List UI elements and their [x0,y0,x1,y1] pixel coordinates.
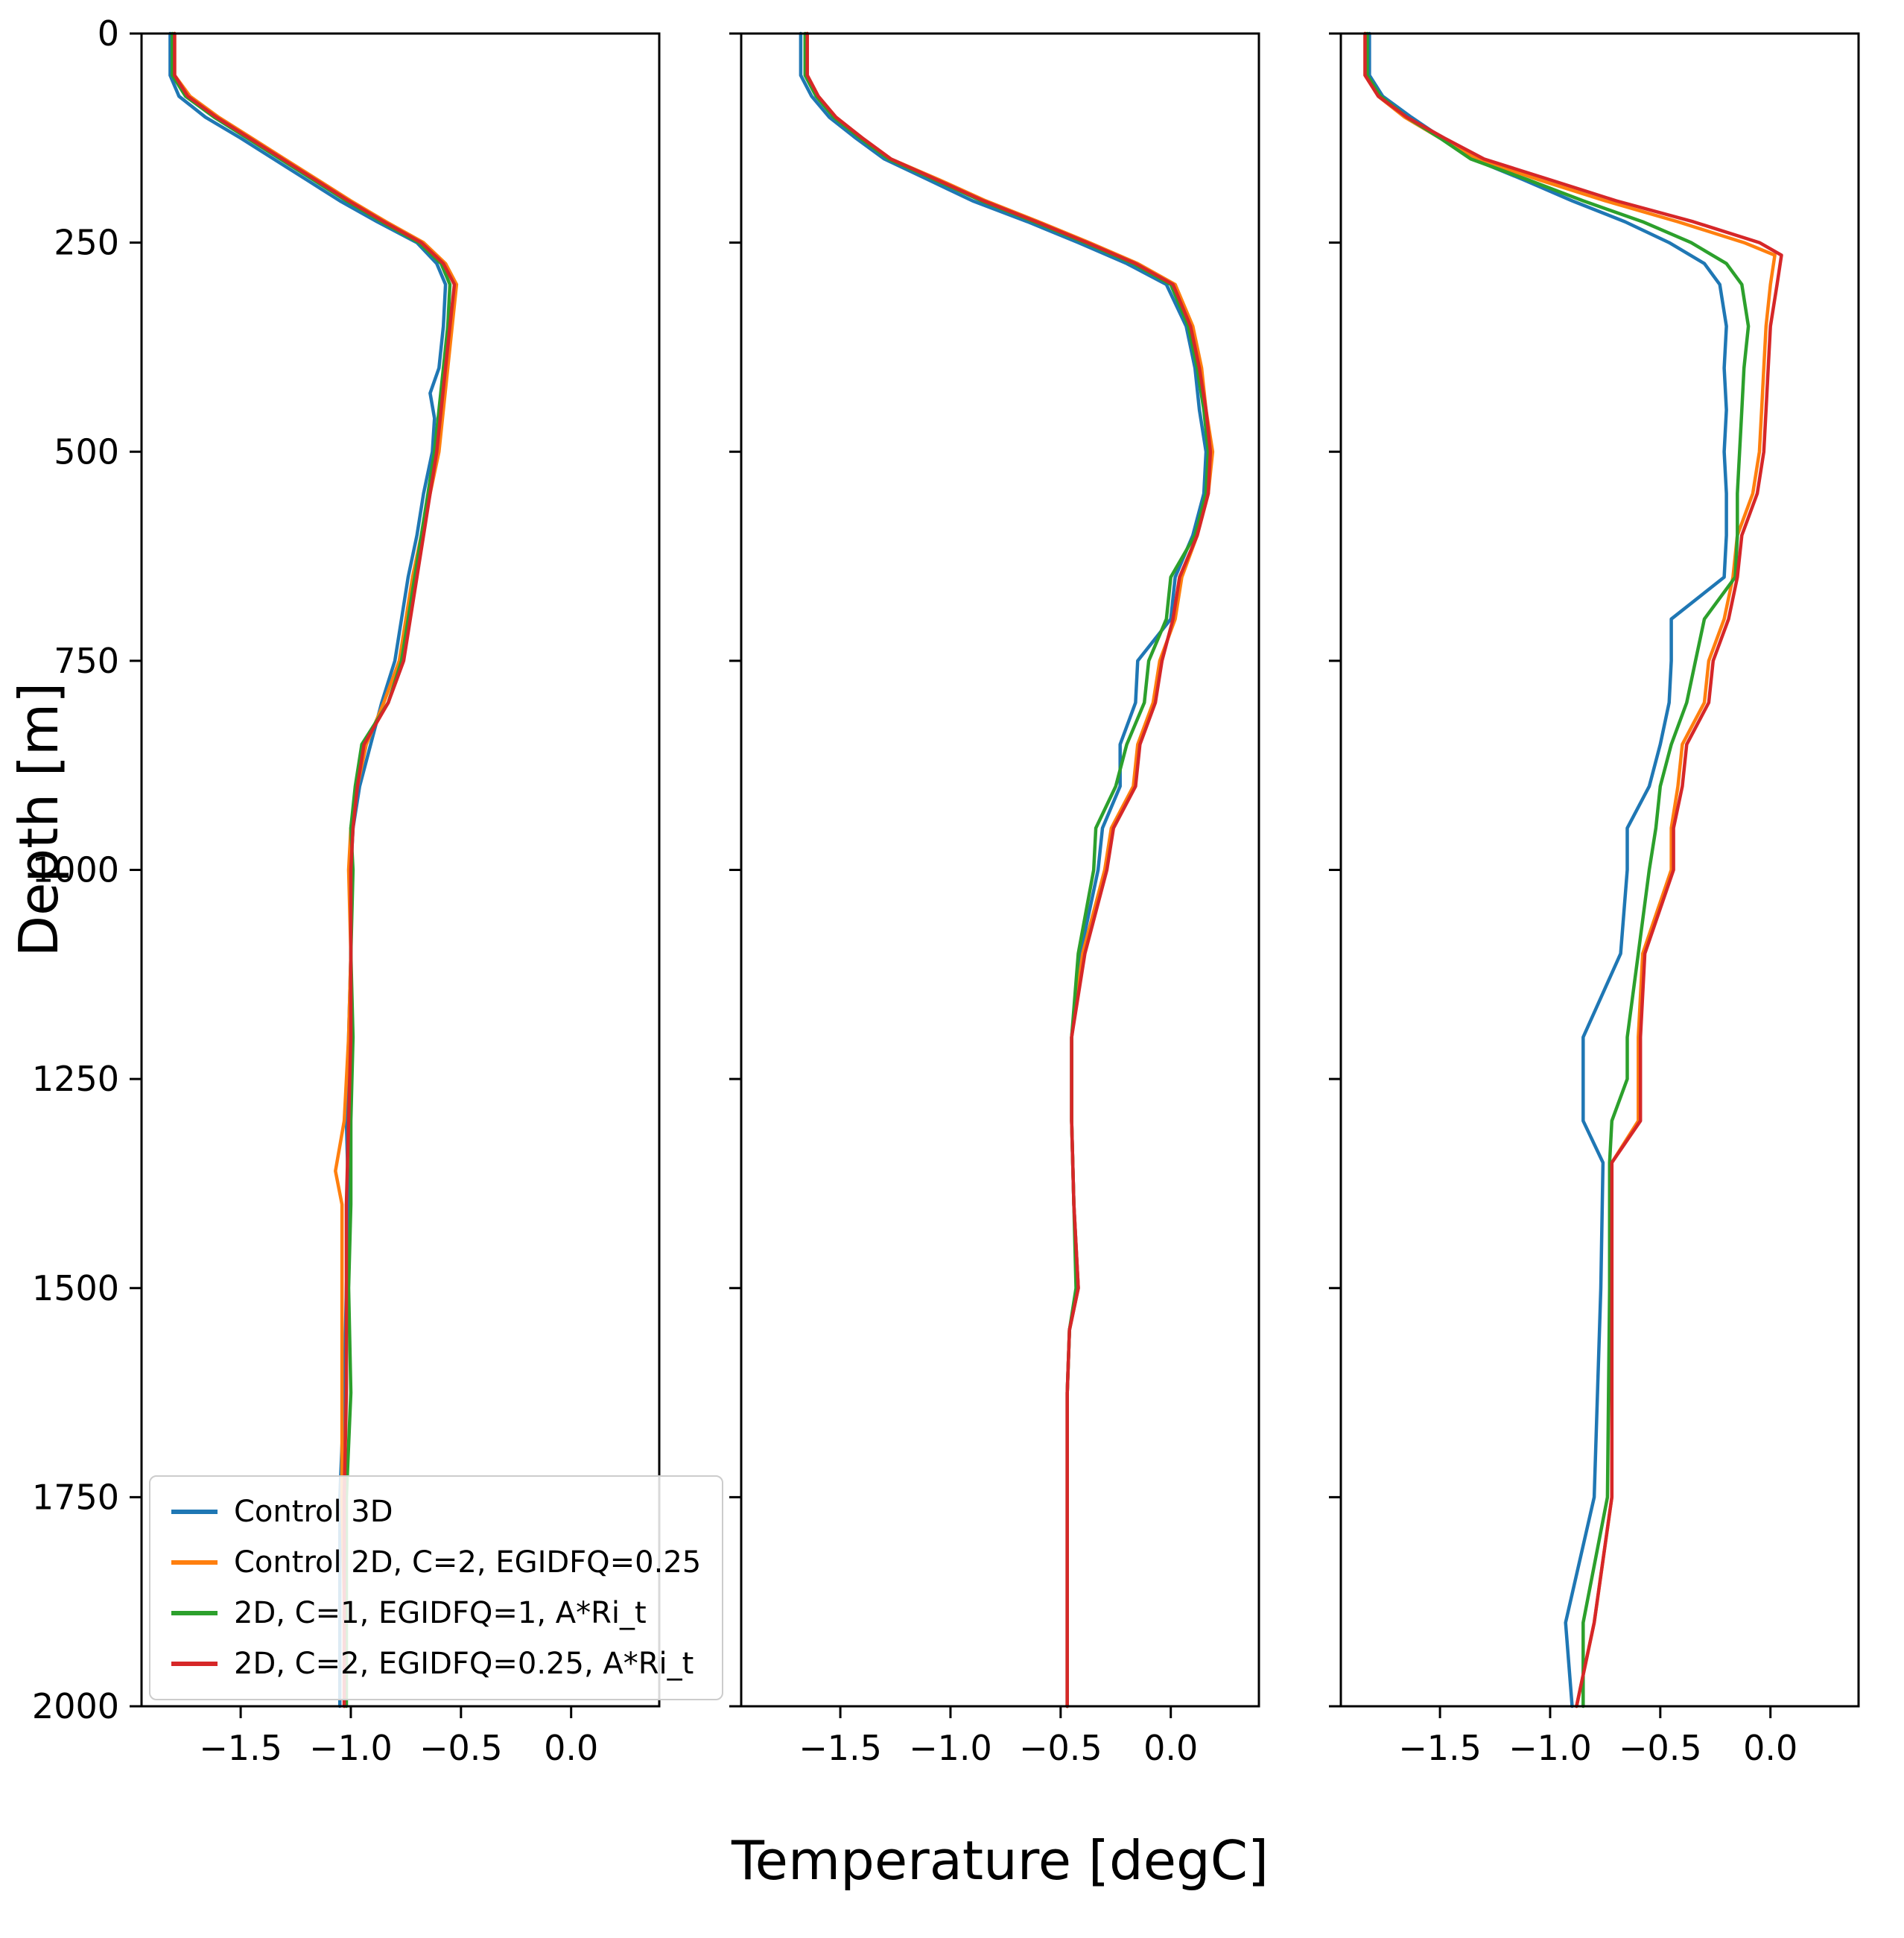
x-tick-label: 0.0 [544,1728,598,1768]
legend-entry: 2D, C=2, EGIDFQ=0.25, A*Ri_t [171,1647,701,1681]
subplot-right: −1.5 −1.0 −0.5 0.0 [1329,31,1860,1768]
x-axis-label: Temperature [degC] [731,1829,1269,1892]
legend: Control 3D Control 2D, C=2, EGIDFQ=0.25 … [149,1475,724,1700]
x-tick-label: −1.0 [1508,1728,1592,1768]
x-tick-label: −1.5 [199,1728,282,1768]
legend-line-swatch [171,1560,218,1565]
legend-entry: Control 2D, C=2, EGIDFQ=0.25 [171,1545,701,1580]
axes-frame [740,32,1260,1708]
axes-frame [1339,32,1860,1708]
y-tick-label: 1250 [32,1059,119,1099]
legend-entry-label: Control 3D [234,1495,393,1529]
y-tick-label: 500 [54,431,119,472]
x-tick-label: −0.5 [1619,1728,1702,1768]
y-tick-label: 250 [54,223,119,263]
legend-line-swatch [171,1611,218,1615]
subplot-left: Control 3D Control 2D, C=2, EGIDFQ=0.25 … [32,13,724,1768]
axes-frame [140,32,661,1708]
series-line [173,31,459,1709]
x-tick-label: 0.0 [1143,1728,1198,1768]
series-line [803,31,1210,1709]
plot-area: −1.5 −1.0 −0.5 0.0 0 250 500 750 1000 1250 1500 175… [32,13,661,1768]
legend-line-swatch [171,1662,218,1666]
series-line [171,31,452,1709]
series-line [1365,31,1751,1709]
legend-entry: 2D, C=1, EGIDFQ=1, A*Ri_t [171,1596,701,1630]
plot-area: −1.5 −1.0 −0.5 0.0 [729,31,1260,1768]
y-tick-label: 1750 [32,1477,119,1517]
y-tick-label: 750 [54,641,119,681]
x-tick-label: −0.5 [419,1728,503,1768]
legend-entry: Control 3D [171,1495,701,1529]
legend-line-swatch [171,1510,218,1514]
series-line [1363,31,1783,1709]
legend-entry-label: 2D, C=1, EGIDFQ=1, A*Ri_t [234,1596,647,1630]
x-tick-label: −0.5 [1019,1728,1102,1768]
series-line [173,31,457,1709]
y-tick-label: 1500 [32,1268,119,1308]
series-line [168,31,448,1709]
y-tick-label: 1000 [32,850,119,890]
series-line [1363,31,1777,1709]
series-line [805,31,1213,1709]
series-line [799,31,1208,1709]
subplot-middle: −1.5 −1.0 −0.5 0.0 [729,31,1260,1768]
y-tick-label: 2000 [32,1686,119,1726]
y-tick-label: 0 [98,13,119,54]
legend-entry-label: Control 2D, C=2, EGIDFQ=0.25 [234,1545,702,1580]
x-tick-label: 0.0 [1743,1728,1797,1768]
plot-area: −1.5 −1.0 −0.5 0.0 [1329,31,1860,1768]
x-tick-label: −1.5 [1398,1728,1482,1768]
legend-entry-label: 2D, C=2, EGIDFQ=0.25, A*Ri_t [234,1647,694,1681]
x-tick-label: −1.0 [309,1728,393,1768]
x-tick-label: −1.0 [909,1728,992,1768]
series-line [805,31,1215,1709]
y-axis-label: Depth [m] [7,682,70,957]
x-tick-label: −1.5 [799,1728,882,1768]
